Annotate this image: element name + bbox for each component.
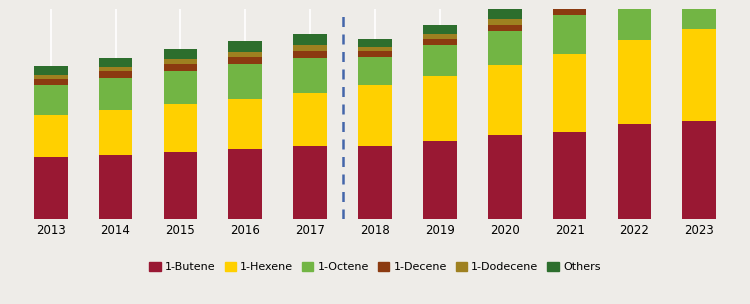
Bar [358,47,392,51]
Bar [682,29,716,121]
Bar [293,146,327,219]
Bar [423,25,457,34]
Bar [34,85,68,116]
Bar [34,79,68,85]
Bar [553,0,586,6]
Bar [229,52,262,57]
Bar [488,32,521,65]
Bar [229,57,262,64]
Bar [293,34,327,45]
Bar [229,149,262,219]
Bar [682,121,716,219]
Bar [99,71,133,78]
Bar [553,132,586,219]
Bar [617,124,651,219]
Bar [164,64,197,71]
Bar [293,58,327,93]
Bar [293,50,327,58]
Bar [99,67,133,71]
Bar [423,39,457,46]
Bar [488,19,521,25]
Bar [682,0,716,29]
Bar [488,8,521,19]
Bar [423,140,457,219]
Bar [293,45,327,50]
Bar [99,154,133,219]
Bar [553,54,586,132]
Bar [617,40,651,124]
Bar [358,57,392,85]
Bar [617,0,651,40]
Bar [164,59,197,64]
Bar [34,116,68,157]
Bar [99,58,133,67]
Bar [358,39,392,47]
Bar [293,93,327,146]
Bar [229,98,262,149]
Bar [229,64,262,98]
Bar [358,146,392,219]
Bar [488,135,521,219]
Legend: 1-Butene, 1-Hexene, 1-Octene, 1-Decene, 1-Dodecene, Others: 1-Butene, 1-Hexene, 1-Octene, 1-Decene, … [149,262,601,272]
Bar [553,6,586,15]
Bar [229,41,262,52]
Bar [34,157,68,219]
Bar [164,71,197,104]
Bar [553,15,586,54]
Bar [423,34,457,39]
Bar [488,65,521,135]
Bar [34,67,68,75]
Bar [488,25,521,32]
Bar [423,76,457,140]
Bar [164,152,197,219]
Bar [164,49,197,59]
Bar [358,51,392,57]
Bar [358,85,392,146]
Bar [99,110,133,154]
Bar [164,104,197,152]
Bar [423,46,457,76]
Bar [99,78,133,110]
Bar [34,75,68,79]
